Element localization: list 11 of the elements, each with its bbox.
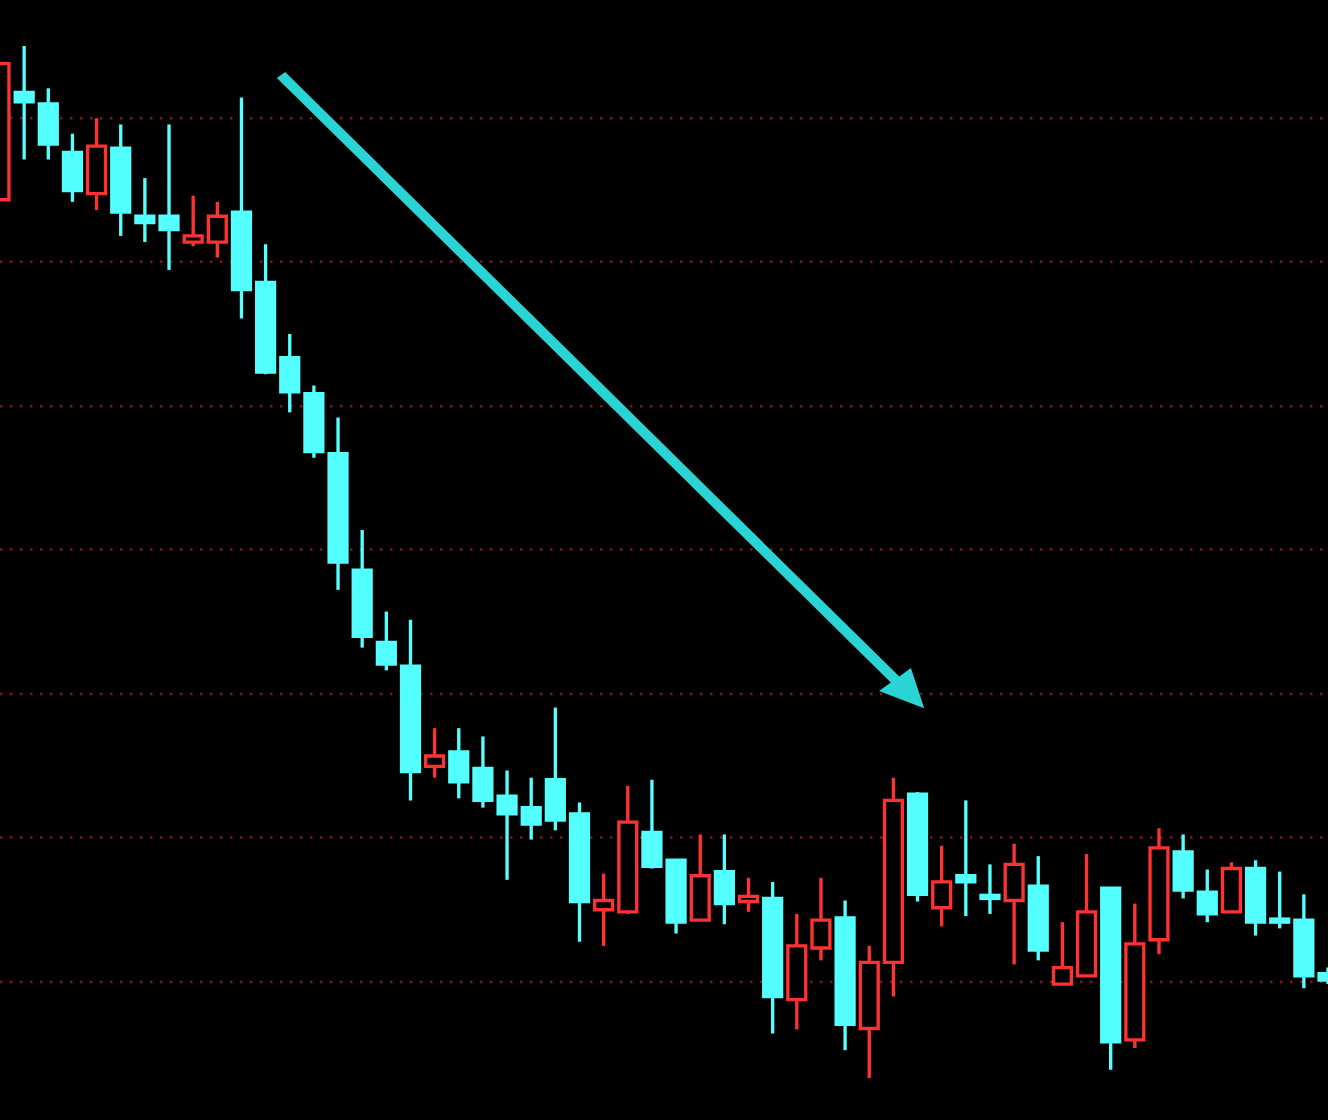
candlestick bbox=[689, 832, 711, 922]
candlestick bbox=[955, 798, 977, 918]
candlestick bbox=[1003, 842, 1025, 967]
candlestick bbox=[737, 876, 760, 914]
candlestick bbox=[85, 116, 108, 212]
candlestick bbox=[1220, 860, 1243, 914]
candlestick bbox=[61, 132, 84, 204]
candlestick bbox=[979, 862, 1001, 916]
candlestick bbox=[424, 726, 446, 780]
candlestick bbox=[713, 832, 735, 926]
candlestick bbox=[931, 844, 953, 928]
